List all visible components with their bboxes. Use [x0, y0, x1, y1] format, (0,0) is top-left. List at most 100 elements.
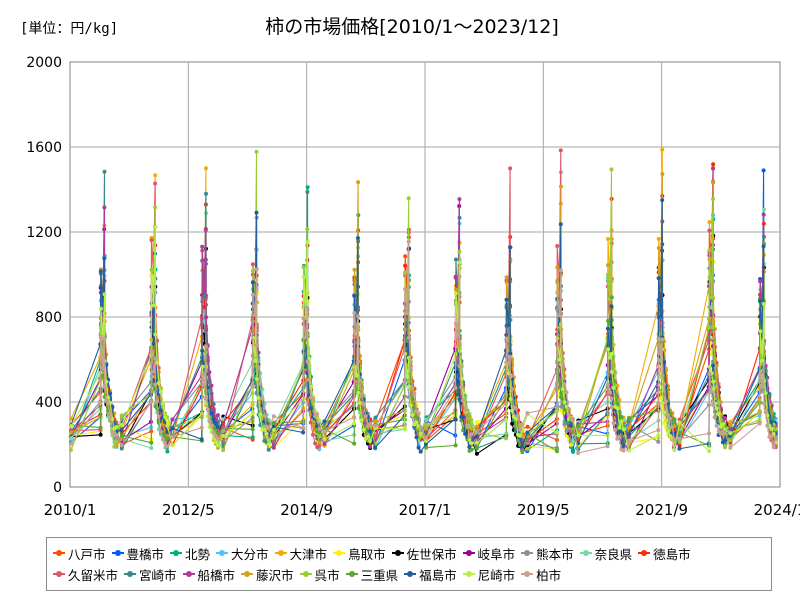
series-point	[102, 336, 107, 341]
series-point	[352, 311, 357, 316]
series-point	[728, 445, 733, 450]
series-point	[203, 344, 208, 349]
series-point	[656, 236, 661, 241]
series-point	[305, 189, 310, 194]
series-point	[307, 377, 312, 382]
series-point	[202, 305, 207, 310]
series-point	[424, 435, 428, 440]
series-point	[461, 398, 465, 403]
legend-swatch	[216, 550, 229, 556]
series-point	[322, 419, 327, 424]
series-point	[711, 379, 716, 384]
series-point	[513, 406, 518, 411]
x-tick-label: 2021/9	[635, 501, 688, 519]
series-point	[469, 441, 474, 446]
series-point	[711, 180, 716, 185]
series-point	[213, 421, 218, 426]
series-point	[272, 428, 276, 432]
series-point	[609, 304, 614, 309]
legend-swatch	[638, 550, 651, 556]
series-point	[205, 407, 210, 412]
series-point	[161, 401, 165, 406]
series-point	[322, 429, 327, 434]
y-tick-label: 400	[35, 395, 62, 411]
series-point	[656, 439, 661, 444]
series-point	[662, 382, 667, 387]
series-point	[98, 269, 103, 274]
series-point	[469, 418, 474, 422]
series-point	[102, 256, 107, 261]
legend-swatch	[274, 550, 287, 556]
series-point	[769, 419, 774, 424]
series-point	[525, 411, 530, 416]
series-point	[373, 445, 378, 450]
series-point	[163, 415, 168, 420]
series-point	[305, 227, 310, 232]
series-point	[305, 240, 310, 245]
legend-label: 宮崎市	[139, 567, 177, 583]
series-point	[221, 433, 226, 438]
series-point	[455, 392, 460, 397]
legend-row: 久留米市 宮崎市 船橋市 藤沢市 呉市 三重県 福島市 尼崎市 柏市	[53, 564, 567, 584]
legend-item: 徳島市	[638, 544, 691, 563]
y-tick-label: 1600	[26, 140, 62, 156]
legend-item: 奈良県	[579, 544, 632, 563]
series-point	[317, 440, 322, 445]
series-point	[170, 443, 175, 448]
series-point	[156, 381, 161, 385]
series-point	[250, 262, 255, 267]
series-point	[716, 401, 721, 405]
series-point	[153, 356, 158, 361]
series-point	[301, 265, 306, 270]
series-point	[203, 166, 208, 171]
series-point	[119, 413, 124, 418]
series-point	[317, 426, 322, 431]
legend-swatch	[124, 571, 137, 577]
series-point	[606, 382, 610, 387]
series-point	[406, 335, 411, 340]
series-point	[202, 294, 207, 299]
series-point	[617, 435, 622, 439]
series-point	[356, 314, 360, 319]
series-point	[660, 147, 665, 152]
series-point	[757, 421, 762, 426]
series-point	[262, 427, 267, 432]
series-point	[758, 329, 763, 334]
legend-swatch	[111, 550, 124, 556]
legend-swatch	[462, 571, 475, 577]
legend-swatch	[299, 571, 312, 577]
series-point	[555, 449, 559, 454]
series-point	[666, 429, 671, 434]
series-point	[760, 358, 765, 363]
series-point	[361, 402, 366, 407]
series-point	[423, 442, 428, 447]
series-point	[406, 239, 411, 244]
series-point	[619, 419, 624, 424]
series-point	[560, 387, 565, 392]
series-point	[158, 408, 163, 413]
series-point	[359, 391, 364, 396]
series-point	[254, 149, 259, 154]
series-point	[721, 422, 725, 427]
legend-label: 三重県	[360, 567, 399, 583]
series-point	[153, 181, 158, 186]
series-point	[305, 185, 310, 190]
series-point	[562, 422, 567, 427]
series-point	[660, 401, 665, 406]
legend-label: 岐阜市	[477, 546, 516, 562]
series-point	[723, 416, 727, 420]
legend-swatch	[391, 550, 404, 556]
series-point	[656, 336, 661, 341]
series-point	[474, 429, 479, 434]
series-point	[763, 391, 768, 396]
series-point	[209, 411, 214, 416]
legend-label: 佐世保市	[406, 546, 457, 562]
series-point	[571, 439, 575, 444]
series-point	[520, 444, 525, 449]
series-point	[562, 400, 567, 405]
series-point	[723, 430, 727, 434]
series-point	[576, 423, 581, 428]
series-point	[266, 442, 271, 447]
series-point	[626, 432, 631, 437]
series-point	[418, 425, 423, 430]
